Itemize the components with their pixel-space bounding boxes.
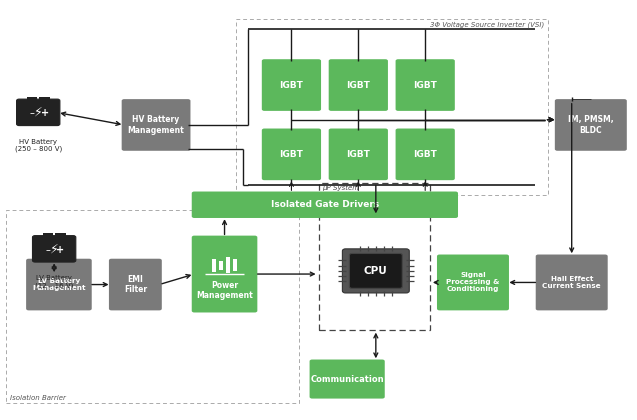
FancyBboxPatch shape	[192, 236, 257, 312]
Bar	[43, 233, 53, 237]
FancyBboxPatch shape	[262, 59, 321, 111]
FancyBboxPatch shape	[437, 255, 509, 310]
FancyBboxPatch shape	[310, 360, 385, 399]
Text: IGBT: IGBT	[280, 150, 303, 159]
Text: IM, PMSM,
BLDC: IM, PMSM, BLDC	[568, 115, 613, 135]
FancyBboxPatch shape	[396, 59, 455, 111]
FancyBboxPatch shape	[32, 236, 76, 262]
Text: Hall Effect
Current Sense: Hall Effect Current Sense	[542, 276, 601, 289]
FancyBboxPatch shape	[329, 59, 388, 111]
Text: EMI
Filter: EMI Filter	[124, 275, 147, 294]
FancyBboxPatch shape	[192, 192, 458, 218]
Text: IGBT: IGBT	[347, 81, 370, 89]
Text: LV Battery
(12 – 16 V): LV Battery (12 – 16 V)	[35, 275, 73, 289]
Text: –: –	[29, 108, 34, 118]
Text: IGBT: IGBT	[280, 81, 303, 89]
Bar	[55, 233, 66, 237]
Bar	[233, 259, 237, 271]
FancyBboxPatch shape	[26, 259, 92, 310]
FancyBboxPatch shape	[555, 99, 627, 151]
Text: Isolation Barrier: Isolation Barrier	[10, 395, 66, 401]
FancyBboxPatch shape	[343, 249, 409, 293]
Text: IGBT: IGBT	[413, 150, 437, 159]
Text: ⚡: ⚡	[50, 243, 59, 255]
Text: HV Battery
(250 – 800 V): HV Battery (250 – 800 V)	[15, 139, 62, 152]
Text: 3Φ Voltage Source Inverter (VSI): 3Φ Voltage Source Inverter (VSI)	[431, 21, 545, 28]
Text: CPU: CPU	[364, 266, 388, 276]
Bar	[211, 259, 216, 271]
FancyBboxPatch shape	[536, 255, 608, 310]
FancyBboxPatch shape	[17, 99, 60, 126]
Text: Communication: Communication	[310, 375, 384, 383]
Text: IGBT: IGBT	[347, 150, 370, 159]
Text: ⚡: ⚡	[34, 106, 43, 119]
Bar	[219, 260, 223, 270]
FancyBboxPatch shape	[396, 129, 455, 180]
FancyBboxPatch shape	[262, 129, 321, 180]
Bar	[39, 97, 50, 101]
FancyBboxPatch shape	[349, 254, 403, 288]
Text: Power
Management: Power Management	[196, 281, 253, 300]
Text: Signal
Processing &
Conditioning: Signal Processing & Conditioning	[447, 273, 499, 292]
Text: +: +	[41, 108, 48, 118]
FancyBboxPatch shape	[109, 259, 162, 310]
Text: Isolated Gate Drivers: Isolated Gate Drivers	[271, 200, 379, 209]
Bar	[27, 97, 37, 101]
Text: IGBT: IGBT	[413, 81, 437, 89]
Text: LV Battery
Management: LV Battery Management	[32, 278, 85, 291]
Text: +: +	[57, 245, 64, 255]
Text: –: –	[45, 245, 50, 255]
Bar	[225, 257, 231, 273]
Text: HV Battery
Management: HV Battery Management	[127, 115, 185, 135]
FancyBboxPatch shape	[329, 129, 388, 180]
Text: μP System: μP System	[322, 185, 359, 191]
FancyBboxPatch shape	[122, 99, 190, 151]
